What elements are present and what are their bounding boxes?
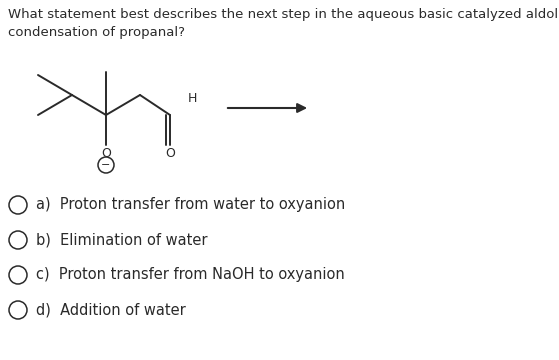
Text: c)  Proton transfer from NaOH to oxyanion: c) Proton transfer from NaOH to oxyanion (36, 267, 345, 283)
Text: O: O (101, 147, 111, 160)
Text: H: H (188, 91, 197, 104)
Text: O: O (165, 147, 175, 160)
Text: a)  Proton transfer from water to oxyanion: a) Proton transfer from water to oxyanio… (36, 198, 345, 212)
Text: What statement best describes the next step in the aqueous basic catalyzed aldol: What statement best describes the next s… (8, 8, 558, 21)
Text: d)  Addition of water: d) Addition of water (36, 302, 186, 318)
Text: −: − (101, 160, 111, 170)
Text: condensation of propanal?: condensation of propanal? (8, 26, 185, 39)
Text: b)  Elimination of water: b) Elimination of water (36, 233, 207, 248)
